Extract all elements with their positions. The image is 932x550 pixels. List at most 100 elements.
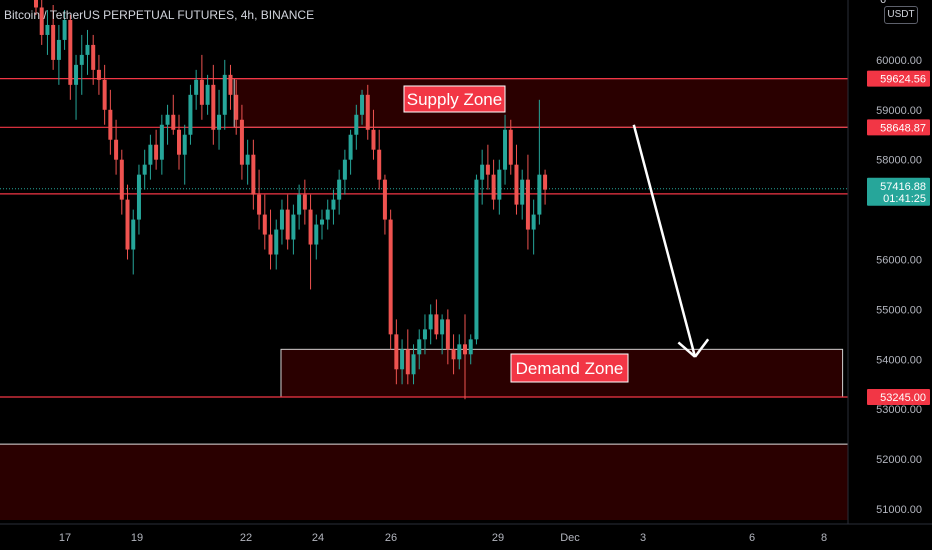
- candle-body: [222, 74, 227, 115]
- demand-zone-label-box: [510, 353, 629, 383]
- candle-body: [314, 224, 319, 245]
- candle-body: [194, 79, 199, 95]
- candle-body: [205, 84, 210, 105]
- candle-body: [508, 129, 513, 165]
- candle-body: [428, 314, 433, 330]
- candle-body: [400, 349, 405, 370]
- candle-body: [251, 154, 256, 195]
- candle-body: [342, 159, 347, 180]
- level-58648-tag: 58648.87: [880, 122, 926, 134]
- candle-body: [503, 129, 508, 170]
- candle-body: [211, 84, 216, 130]
- candle-body: [108, 109, 113, 140]
- candle-body: [394, 334, 399, 370]
- supply-zone: [233, 78, 880, 128]
- candle-body: [297, 194, 302, 215]
- y-tick-label: 51000.00: [876, 504, 922, 516]
- candle-body: [422, 329, 427, 340]
- candles-layer: [34, 0, 548, 400]
- x-tick-label: 8: [821, 532, 827, 544]
- x-tick-label: 17: [59, 532, 71, 544]
- level-53245-tag: 53245.00: [880, 392, 926, 404]
- candle-body: [485, 164, 490, 175]
- y-tick-label: 55000.00: [876, 304, 922, 316]
- candle-body: [85, 44, 90, 55]
- candle-body: [308, 209, 313, 245]
- candle-body: [131, 219, 136, 250]
- candle-body: [239, 119, 244, 165]
- projection-arrow-shaft: [632, 124, 697, 358]
- level-53245-tag-bg: [867, 388, 930, 405]
- level-59624-tag-bg: [867, 70, 930, 87]
- candle-body: [388, 219, 393, 335]
- candle-body: [274, 229, 279, 255]
- x-tick-label: 24: [312, 532, 324, 544]
- y-tick-label: 58000.00: [876, 155, 922, 167]
- candle-body: [474, 179, 479, 340]
- candle-body: [377, 149, 382, 180]
- candle-body: [262, 214, 267, 235]
- lower-band-fill: [0, 444, 848, 520]
- candle-body: [365, 94, 370, 130]
- candle-body: [451, 349, 456, 360]
- candle-body: [371, 129, 376, 150]
- candle-body: [434, 314, 439, 335]
- candle-body: [34, 0, 38, 8]
- supply-zone-label-box: [403, 85, 506, 113]
- candle-body: [177, 129, 181, 155]
- candle-body: [257, 194, 262, 215]
- candle-body: [154, 144, 159, 160]
- candle-body: [165, 114, 170, 125]
- candle-body: [285, 209, 290, 240]
- candle-body: [382, 179, 387, 220]
- candle-body: [96, 69, 101, 80]
- projection-arrow-head: [693, 338, 710, 358]
- candle-body: [74, 64, 79, 85]
- candle-body: [411, 354, 416, 375]
- candle-body: [514, 164, 519, 205]
- candle-body: [331, 199, 336, 210]
- candle-body: [136, 174, 141, 220]
- candle-body: [228, 74, 233, 95]
- y-tick-label: 52000.00: [876, 454, 922, 466]
- candle-body: [440, 319, 445, 335]
- candle-body: [337, 179, 342, 200]
- candle-body: [360, 94, 365, 115]
- chart-title: Bitcoin / TetherUS PERPETUAL FUTURES, 4h…: [4, 8, 315, 22]
- candle-body: [234, 94, 239, 120]
- candle-body: [268, 234, 273, 255]
- candle-body: [142, 164, 147, 175]
- x-tick-label: 6: [749, 532, 755, 544]
- candle-body: [114, 139, 119, 160]
- x-tick-label: 3: [640, 532, 646, 544]
- candle-body: [491, 174, 496, 200]
- candle-body: [245, 154, 250, 165]
- candle-body: [468, 339, 473, 355]
- candle-body: [45, 24, 50, 35]
- candle-body: [279, 209, 284, 230]
- candle-body: [51, 24, 56, 60]
- candle-body: [91, 44, 96, 70]
- candle-body: [119, 159, 124, 200]
- candle-body: [354, 114, 359, 135]
- candle-body: [525, 179, 530, 230]
- x-tick-label: 29: [492, 532, 504, 544]
- y-tick-label: 53000.00: [876, 404, 922, 416]
- candle-body: [291, 214, 296, 240]
- projection-arrow-head: [677, 341, 696, 358]
- candle-body: [325, 209, 330, 220]
- candle-body: [79, 54, 84, 65]
- level-58648-tag-bg: [867, 119, 930, 136]
- y-tick-label: 59000.00: [876, 105, 922, 117]
- candle-body: [68, 19, 73, 85]
- candle-body: [39, 7, 44, 35]
- candle-body: [302, 194, 307, 210]
- x-tick-label: 22: [240, 532, 252, 544]
- candle-body: [182, 134, 187, 155]
- candle-body: [520, 179, 525, 205]
- clipped-price-label: 6: [880, 0, 887, 6]
- currency-badge[interactable]: USDT: [884, 6, 918, 24]
